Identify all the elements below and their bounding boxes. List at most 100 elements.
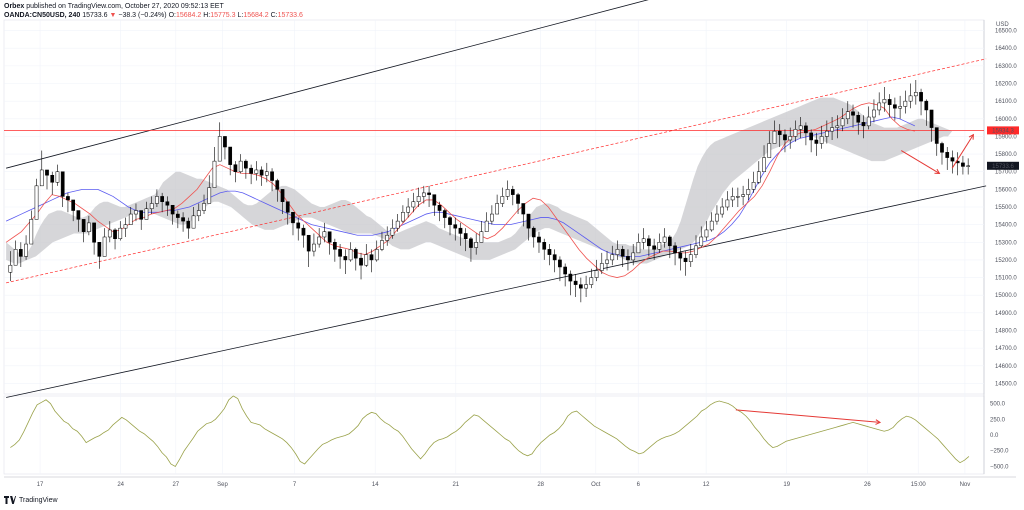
candle-body [720,206,725,215]
candle-body [903,100,908,107]
candle-body [736,196,740,198]
candle-body [898,106,902,109]
candle-body [390,227,395,236]
candle-body [563,266,568,275]
candle-body [327,231,332,243]
close-value: 15733.6 [277,12,303,19]
candle-body [746,189,751,195]
candle-body [92,222,96,243]
candle-body [401,212,405,222]
candle-body [259,169,264,176]
candle-body [29,219,34,245]
tradingview-brand[interactable]: TradingView [19,496,58,504]
price-tick-label: 16400.0 [995,46,1017,52]
candle-body [579,284,583,289]
oscillator-line [10,395,970,467]
candle-body [610,254,615,261]
candle-body [463,233,468,240]
candle-body [767,143,772,158]
candle-body [730,196,735,201]
publish-info: Orbex published on TradingView.com, Octo… [4,2,224,11]
price-tick-label: 15000.0 [995,293,1017,299]
ichimoku-cloud-area [6,97,953,264]
oscillator-pane [10,395,970,467]
time-tick-label: 6 [637,482,641,488]
open-label: O: [168,12,176,19]
candle-body [694,245,698,255]
oscillator-divergence-arrow-head [875,419,882,425]
price-tick-label: 15600.0 [995,187,1017,193]
high-label: H: [203,12,211,19]
close-label: C: [270,12,278,19]
candle-body [385,234,390,241]
candle-body [605,259,609,264]
candle-body [657,242,662,250]
candle-body [741,194,745,197]
candle-body [369,254,374,261]
candle-body [102,236,107,257]
candle-body [144,208,149,220]
time-tick-label: Nov [960,482,971,488]
candle-body [264,171,269,176]
candle-body [882,99,887,104]
candle-body [333,242,337,250]
candle-body [437,204,442,211]
candle-body [793,129,798,137]
candle-body [160,196,164,202]
candle-body [165,201,170,206]
candle-body [228,146,233,165]
candle-body [223,136,227,148]
time-tick-label: Sep [217,482,228,488]
candle-body [715,213,719,222]
candle-body [45,169,49,176]
candle-body [196,210,201,217]
low-value: 15684.2 [243,12,269,19]
candle-body [756,171,761,183]
candle-body [521,203,526,215]
candle-body [175,213,180,218]
candle-body [725,199,730,208]
candle-body [139,210,144,220]
channel-lower-line [6,185,987,398]
candle-body [353,249,358,259]
candle-body [128,213,133,225]
symbol-legend: OANDA:CN50USD, 240 15733.6 ▼ −38.3 (−0.2… [4,11,303,20]
ichimoku-cloud [6,97,953,264]
candle-body [448,217,452,225]
candle-body [929,109,934,128]
candle-body [123,224,128,229]
time-tick-label: 14 [372,482,379,488]
candle-body [238,160,243,172]
candle-body [81,219,86,232]
candle-body [416,196,421,202]
price-tick-label: 15800.0 [995,152,1017,158]
price-tick-label: 15400.0 [995,223,1017,229]
symbol-name: OANDA:CN50USD, 240 [4,12,81,19]
candle-body [573,280,578,285]
candle-body [709,220,714,231]
candle-body [505,189,510,197]
price-tick-label: 14800.0 [995,328,1017,334]
candle-body [547,249,552,255]
candle-body [490,213,494,222]
channel-mid-line [6,58,987,284]
candle-body [359,257,363,266]
price-tick-label: 15700.0 [995,170,1017,176]
candle-body [60,171,65,197]
candle-body [395,220,400,229]
axes: 14500.014600.014700.014800.014900.015000… [37,22,1019,488]
candle-body [306,234,311,252]
candle-body [233,164,238,172]
projection-arrow-1 [951,134,974,169]
candle-body [558,259,562,268]
price-tick-label: 16100.0 [995,99,1017,105]
candle-body [908,95,913,102]
candle-body [887,99,892,105]
candle-body [866,116,871,127]
candle-body [217,136,222,162]
candle-body [186,220,191,229]
candle-body [270,171,274,181]
candle-body [364,254,369,266]
candle-body [647,238,651,247]
